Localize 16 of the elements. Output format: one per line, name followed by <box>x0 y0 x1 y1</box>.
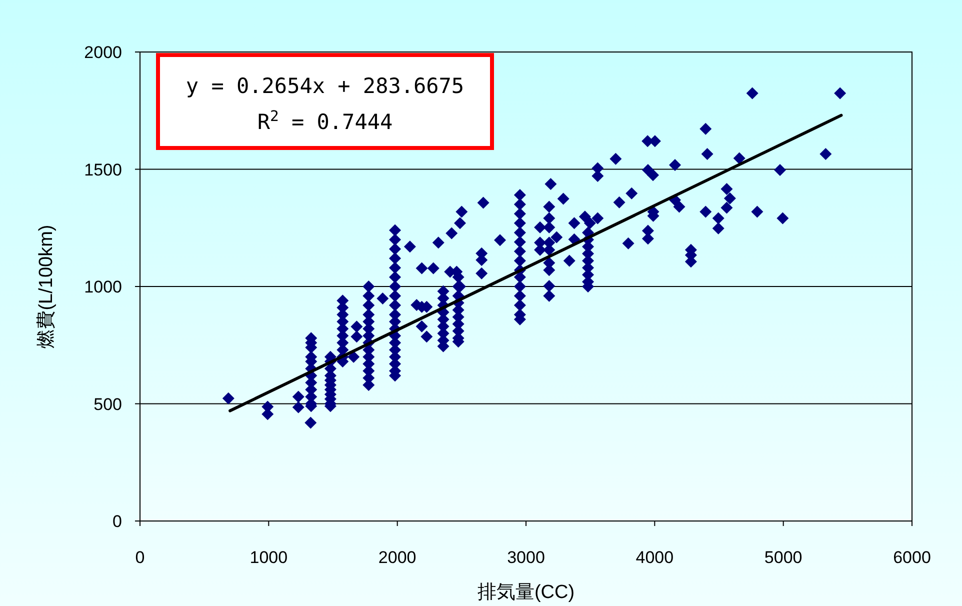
y-tick-label: 1500 <box>84 160 122 180</box>
x-tick-label: 3000 <box>507 548 545 567</box>
y-axis-title: 燃費(L/100km) <box>36 224 57 348</box>
annotation: y = 0.2654x + 283.6675 <box>186 74 464 98</box>
y-tick-label: 2000 <box>84 43 122 62</box>
annotation: R$^{2}$ = 0.7444 <box>257 108 393 134</box>
y-tick-label: 500 <box>94 394 122 414</box>
x-tick-label: 6000 <box>893 548 931 567</box>
x-tick-label: 1000 <box>250 548 288 567</box>
x-axis-title: 排気量(CC) <box>477 582 575 603</box>
y-tick-label: 0 <box>112 512 122 531</box>
x-tick-label: 4000 <box>636 548 674 567</box>
x-tick-label: 5000 <box>764 548 802 567</box>
x-tick-label: 0 <box>135 548 145 567</box>
y-tick-label: 1000 <box>84 278 122 296</box>
x-tick-label: 2000 <box>378 548 416 567</box>
